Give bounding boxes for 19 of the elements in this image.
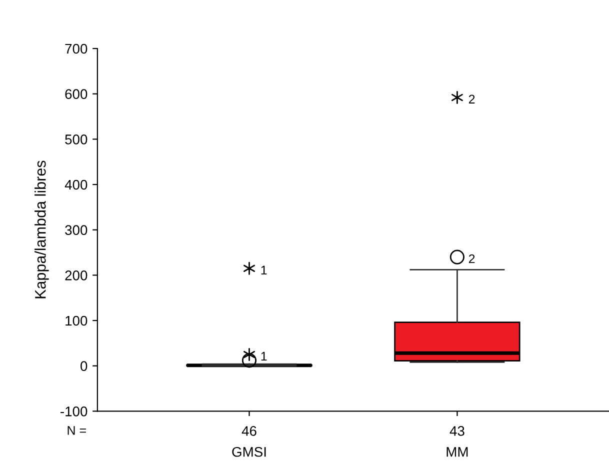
text: N = (68, 426, 86, 435)
text: 43 (450, 426, 464, 436)
text: 46 (242, 426, 256, 436)
y-tick-label: -100 (60, 406, 88, 416)
annotation: 1 (261, 266, 267, 274)
annotation: 1 (261, 352, 267, 361)
annotation: 2 (468, 254, 475, 264)
y-axis-title: Kappa/lambda libres (34, 160, 49, 298)
annotation: 2 (468, 94, 475, 104)
y-tick-label: 500 (65, 134, 88, 144)
y-tick-label: 300 (65, 225, 88, 236)
y-tick-label: 400 (64, 180, 88, 190)
x-tick-label: GMSI (232, 446, 266, 457)
x-tick-label: MM (446, 447, 468, 457)
y-tick-label: 0 (80, 361, 88, 372)
y-tick-label: 200 (65, 270, 88, 280)
y-tick-label: 600 (65, 89, 88, 100)
y-tick-label: 100 (66, 316, 88, 326)
y-tick-label: 700 (65, 44, 88, 54)
